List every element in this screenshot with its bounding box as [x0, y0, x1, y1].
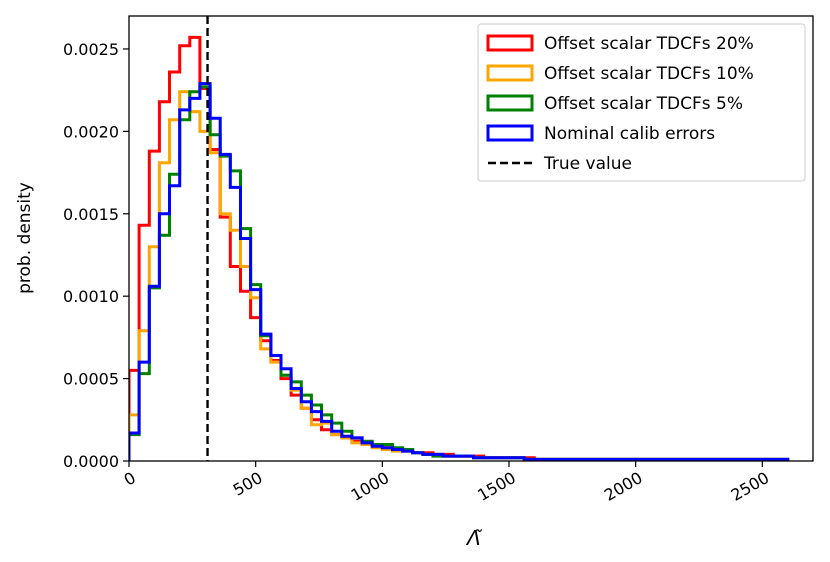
y-tick-label: 0.0005 [63, 370, 119, 389]
legend-swatch [486, 34, 534, 52]
y-tick-label: 0.0015 [63, 205, 119, 224]
x-tick-label: 0 [121, 468, 139, 490]
x-tick-label: 1000 [348, 468, 393, 505]
y-tick-label: 0.0000 [63, 452, 119, 471]
legend-swatch [486, 94, 534, 112]
legend-entry-label: Offset scalar TDCFs 20% [544, 34, 754, 54]
x-tick-label: 500 [230, 468, 266, 500]
x-tick-label: 1500 [474, 468, 519, 505]
x-tick-label: 2000 [601, 468, 646, 505]
legend-box [477, 23, 806, 182]
x-axis-label: Λ̃ [465, 526, 483, 550]
legend-swatch [486, 124, 534, 142]
legend-swatch [486, 64, 534, 82]
y-tick-label: 0.0010 [63, 287, 119, 306]
series-layer [129, 35, 790, 461]
y-axis-label: prob. density [15, 182, 35, 294]
histogram-series-4 [129, 82, 790, 461]
legend-entry-label: True value [543, 154, 632, 174]
y-tick-label: 0.0020 [63, 122, 119, 141]
x-tick-label: 2500 [728, 468, 773, 505]
y-tick-label: 0.0025 [63, 40, 119, 59]
legend-entry-label: Nominal calib errors [544, 124, 715, 144]
plot-frame [128, 15, 814, 462]
legend: Offset scalar TDCFs 20% Offset scalar TDC… [477, 23, 806, 182]
legend-entry-label: Offset scalar TDCFs 5% [544, 94, 743, 114]
legend-entry-label: Offset scalar TDCFs 10% [544, 64, 754, 84]
